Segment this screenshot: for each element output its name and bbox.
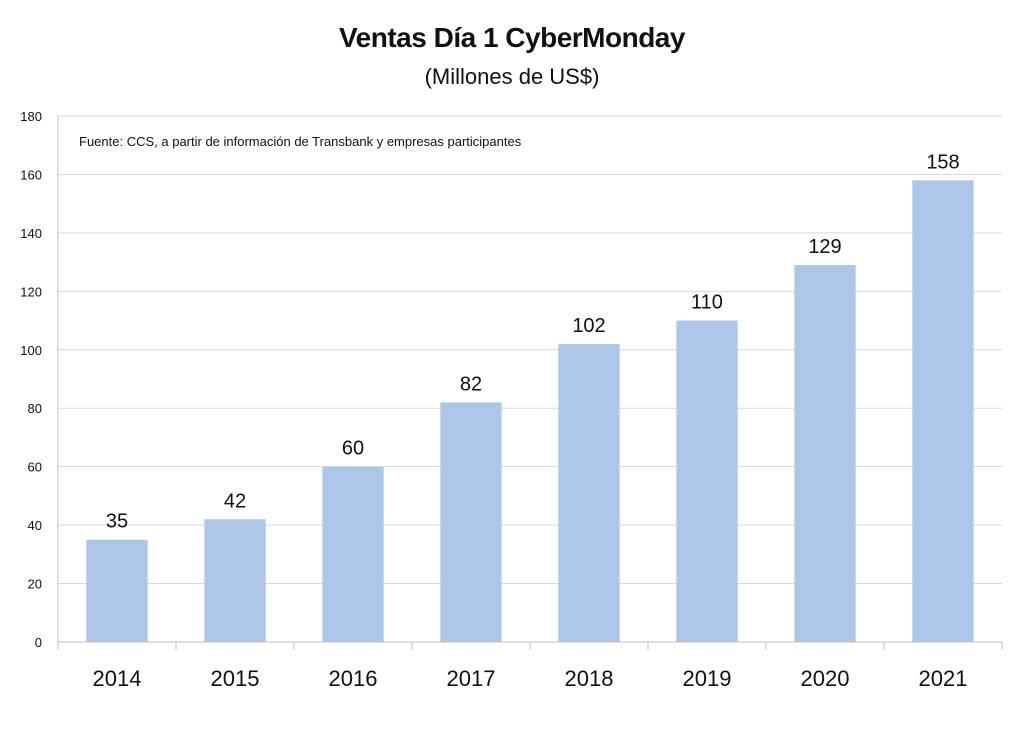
bar-2020 xyxy=(794,265,856,642)
x-tick-label: 2018 xyxy=(565,666,614,691)
gridlines xyxy=(58,115,1002,643)
data-label-2020: 129 xyxy=(808,236,841,258)
x-tick-label: 2016 xyxy=(329,666,378,691)
x-axis: 2014 2015 2016 2017 2018 2019 2020 2021 xyxy=(57,641,1003,691)
data-label-2017: 82 xyxy=(460,373,482,395)
x-tick-label: 2021 xyxy=(919,666,968,691)
y-tick-label: 120 xyxy=(20,284,42,299)
y-axis: 0 20 40 60 80 100 120 140 160 180 xyxy=(20,109,59,650)
data-label-2015: 42 xyxy=(224,490,246,512)
x-tick-label: 2017 xyxy=(447,666,496,691)
chart-title: Ventas Día 1 CyberMonday xyxy=(339,22,685,53)
bar-2017 xyxy=(440,402,502,642)
data-label-2021: 158 xyxy=(926,151,959,173)
bar-2021 xyxy=(912,180,974,643)
y-tick-label: 20 xyxy=(28,577,42,592)
y-tick-label: 140 xyxy=(20,226,42,241)
x-tick-label: 2020 xyxy=(801,666,850,691)
bar-2019 xyxy=(676,320,738,642)
x-tick-label: 2014 xyxy=(93,666,142,691)
y-tick-label: 80 xyxy=(28,401,42,416)
y-tick-label: 60 xyxy=(28,460,42,475)
bar-2014 xyxy=(86,539,148,642)
source-note: Fuente: CCS, a partir de información de … xyxy=(79,134,522,149)
bar-2016 xyxy=(322,466,384,642)
x-tick-label: 2015 xyxy=(211,666,260,691)
chart-subtitle: (Millones de US$) xyxy=(424,64,600,89)
y-tick-label: 40 xyxy=(28,518,42,533)
y-tick-label: 100 xyxy=(20,343,42,358)
bar-2015 xyxy=(204,519,266,642)
data-label-2014: 35 xyxy=(106,511,128,533)
y-tick-label: 180 xyxy=(20,109,42,124)
y-tick-label: 160 xyxy=(20,167,42,182)
bars: 35 42 60 82 102 110 129 158 xyxy=(86,151,974,643)
data-label-2018: 102 xyxy=(572,315,605,337)
data-label-2019: 110 xyxy=(691,292,723,314)
bar-2018 xyxy=(558,343,620,642)
data-label-2016: 60 xyxy=(342,438,364,460)
y-tick-label: 0 xyxy=(35,635,42,650)
x-tick-label: 2019 xyxy=(683,666,732,691)
